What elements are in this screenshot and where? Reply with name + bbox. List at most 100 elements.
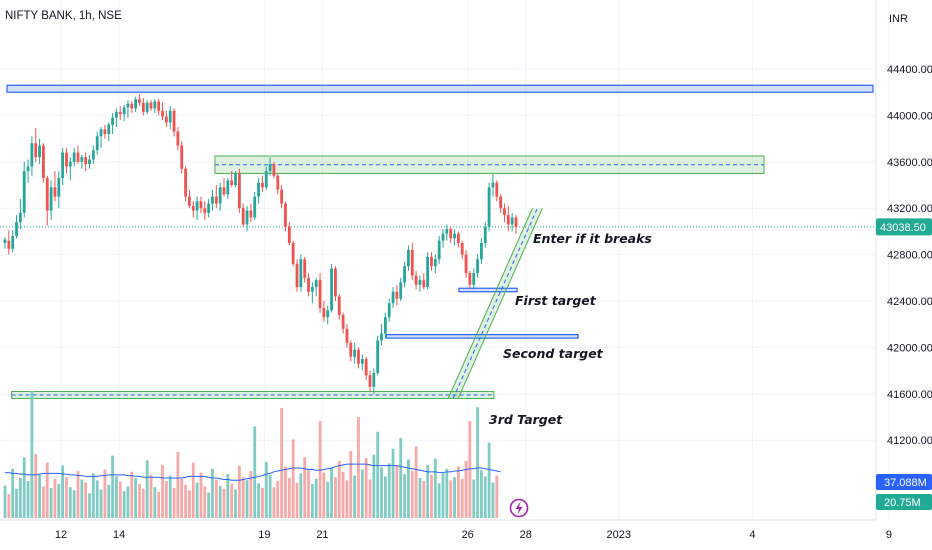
volume-bar bbox=[399, 437, 403, 518]
volume-bar bbox=[456, 466, 460, 518]
chart-title: NIFTY BANK, 1h, NSE bbox=[5, 10, 122, 22]
volume-bar bbox=[164, 481, 168, 518]
candle-body bbox=[188, 196, 191, 206]
candle-body bbox=[88, 159, 91, 165]
candle-body bbox=[349, 342, 353, 357]
volume-bar bbox=[84, 482, 88, 518]
volume-bar bbox=[334, 477, 337, 518]
candle-body bbox=[122, 107, 126, 115]
currency-label: INR bbox=[889, 13, 908, 25]
candle-body bbox=[295, 263, 299, 288]
candle-body bbox=[395, 291, 399, 299]
candle-body bbox=[42, 145, 45, 179]
volume-bar bbox=[45, 462, 49, 518]
candle-body bbox=[211, 196, 214, 204]
volume-bar bbox=[207, 492, 211, 518]
volume-bar bbox=[314, 478, 318, 518]
candle-body bbox=[310, 287, 314, 292]
candle-body bbox=[49, 187, 53, 211]
x-tick-label: 14 bbox=[113, 529, 125, 541]
x-tick-label: 26 bbox=[462, 529, 474, 541]
candle-body bbox=[291, 243, 295, 264]
volume-bar bbox=[330, 467, 333, 518]
candle-body bbox=[95, 136, 99, 151]
volume-bar bbox=[341, 471, 345, 518]
volume-bar bbox=[387, 463, 391, 518]
volume-bar bbox=[380, 467, 383, 518]
volume-bar bbox=[376, 431, 380, 518]
volume-bar bbox=[426, 464, 430, 518]
candle-body bbox=[103, 129, 107, 134]
grid bbox=[0, 0, 890, 520]
candle-body bbox=[345, 328, 349, 343]
candle-body bbox=[234, 173, 237, 185]
volume-bar bbox=[441, 473, 445, 518]
candle-body bbox=[268, 164, 272, 172]
candle-body bbox=[214, 196, 218, 204]
volume-bar bbox=[153, 487, 157, 518]
volume-badge-last: 20.75M bbox=[876, 494, 932, 510]
volume-bar bbox=[261, 487, 264, 518]
volume-bar bbox=[410, 471, 414, 518]
volume-bar bbox=[464, 461, 468, 518]
candle-body bbox=[138, 99, 141, 103]
candle-body bbox=[257, 182, 260, 197]
candle-body bbox=[399, 282, 403, 299]
candle-body bbox=[80, 157, 84, 162]
candle-body bbox=[34, 143, 38, 158]
volume-bar bbox=[188, 490, 191, 518]
volume-bar bbox=[495, 475, 499, 518]
last-price-label: 43038.50 bbox=[880, 222, 926, 234]
candle-body bbox=[414, 275, 418, 285]
volume-bar bbox=[195, 482, 199, 518]
volume-bar bbox=[180, 478, 184, 518]
volume-bar bbox=[391, 448, 395, 518]
candle-body bbox=[514, 217, 518, 227]
volume-bar bbox=[268, 474, 272, 518]
candle-body bbox=[76, 152, 80, 162]
candle-body bbox=[126, 103, 130, 108]
volume-bar bbox=[237, 465, 241, 518]
candle-body bbox=[3, 239, 7, 243]
annotation-third-target: 3rd Target bbox=[489, 412, 563, 427]
volume-bar bbox=[318, 421, 322, 518]
volume-bar bbox=[222, 488, 226, 518]
volume-bar bbox=[115, 476, 118, 518]
volume-bar bbox=[364, 457, 368, 518]
annotation-enter: Enter if it breaks bbox=[533, 231, 652, 246]
volume-bar bbox=[203, 486, 207, 518]
candle-body bbox=[456, 233, 460, 243]
candle-body bbox=[168, 110, 172, 123]
resistance-zone bbox=[6, 84, 874, 93]
volume-bar bbox=[214, 479, 218, 518]
volume-bar bbox=[437, 483, 441, 518]
volume-bar bbox=[468, 421, 472, 518]
candle-body bbox=[280, 189, 284, 204]
candle-body bbox=[483, 226, 487, 243]
candle-body bbox=[53, 187, 57, 197]
candle-body bbox=[326, 310, 330, 318]
volume-bar bbox=[38, 474, 41, 518]
volume-bar bbox=[107, 484, 111, 518]
volume-bar bbox=[72, 490, 76, 518]
candle-body bbox=[487, 187, 491, 227]
y-tick-label: 42400.00 bbox=[887, 296, 932, 308]
candle-body bbox=[337, 296, 341, 315]
candle-body bbox=[245, 210, 249, 225]
volume-bar bbox=[422, 481, 426, 518]
volume-bar bbox=[11, 468, 15, 518]
volume-ma-line bbox=[5, 463, 501, 481]
candle-body bbox=[157, 101, 161, 111]
alert-lightning-icon[interactable] bbox=[509, 498, 529, 518]
volume-bar bbox=[95, 480, 99, 518]
candle-body bbox=[180, 145, 184, 169]
candle-body bbox=[276, 175, 280, 190]
candle-body bbox=[330, 268, 333, 311]
candle-body bbox=[237, 173, 241, 209]
y-tick-label: 43200.00 bbox=[887, 203, 932, 215]
candle-body bbox=[118, 111, 122, 115]
candle-body bbox=[372, 372, 376, 387]
last-price-badge: 43038.50 bbox=[876, 218, 932, 236]
volume-bar bbox=[34, 454, 38, 518]
